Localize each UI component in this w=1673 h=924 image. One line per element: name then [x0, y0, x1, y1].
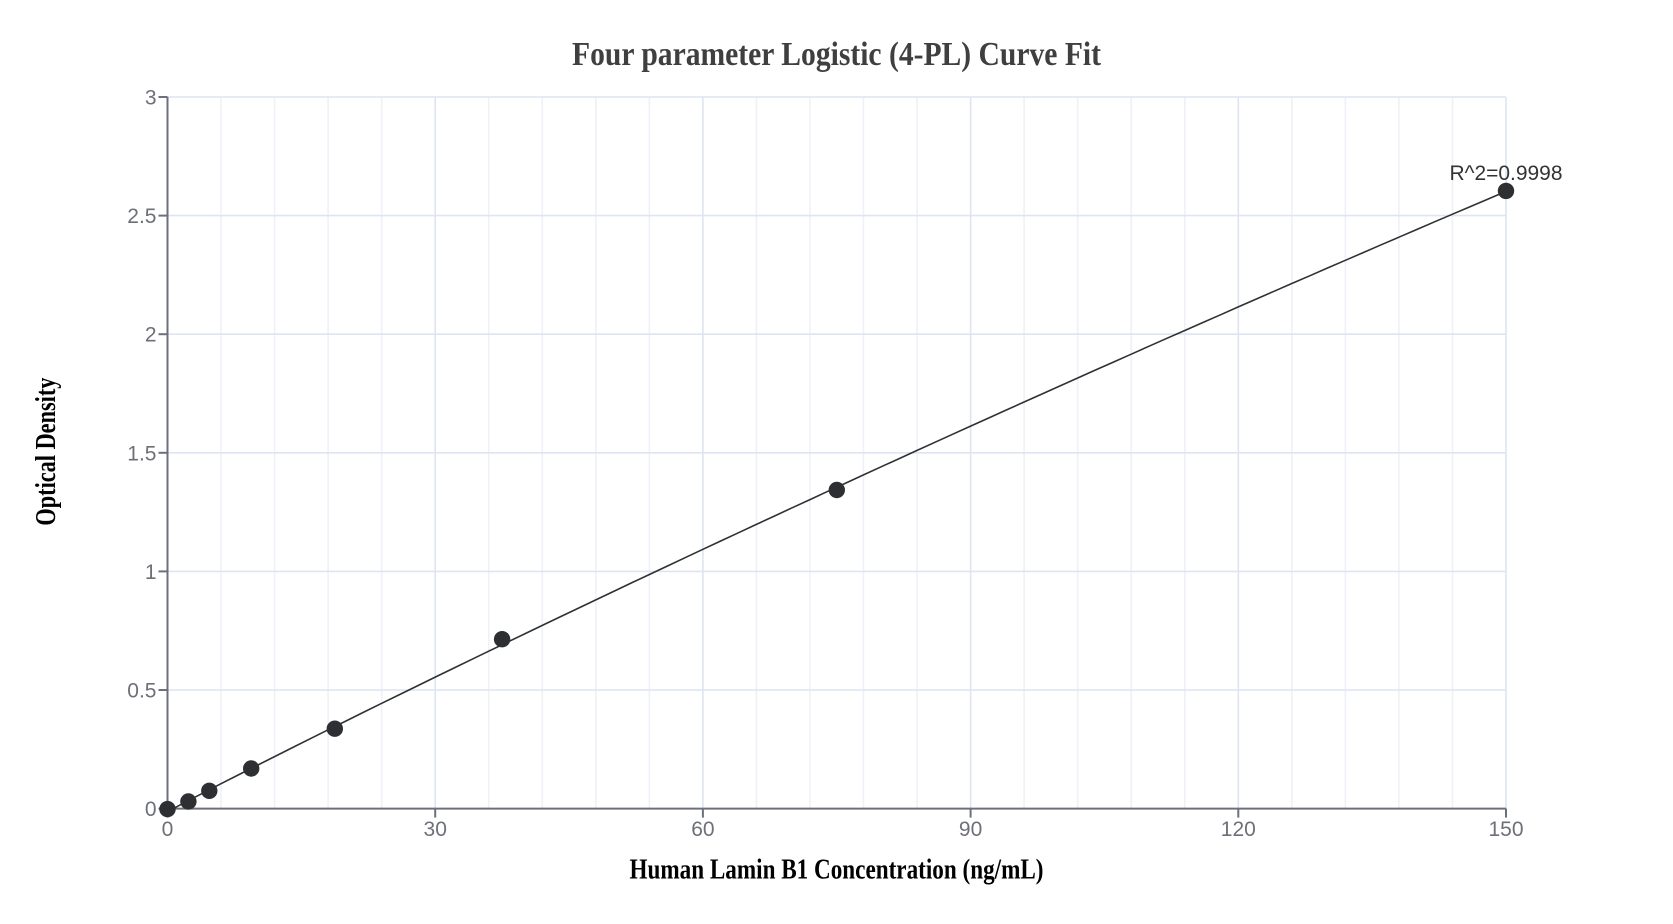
svg-text:Human Lamin B1 Concentration (: Human Lamin B1 Concentration (ng/mL) [630, 855, 1044, 886]
svg-text:0: 0 [145, 798, 157, 821]
svg-text:120: 120 [1221, 818, 1256, 841]
svg-text:0: 0 [162, 818, 174, 841]
svg-text:R^2=0.9998: R^2=0.9998 [1450, 162, 1563, 185]
svg-text:90: 90 [959, 818, 982, 841]
svg-text:60: 60 [691, 818, 714, 841]
svg-text:1: 1 [145, 561, 157, 584]
svg-text:30: 30 [424, 818, 447, 841]
svg-text:0.5: 0.5 [127, 680, 156, 703]
svg-text:2.5: 2.5 [127, 205, 156, 228]
svg-text:150: 150 [1488, 818, 1523, 841]
svg-text:2: 2 [145, 324, 157, 347]
svg-text:Optical Density: Optical Density [31, 378, 62, 526]
svg-text:Four parameter Logistic (4-PL): Four parameter Logistic (4-PL) Curve Fit [572, 36, 1102, 73]
svg-text:1.5: 1.5 [127, 442, 156, 465]
svg-text:3: 3 [145, 87, 157, 110]
